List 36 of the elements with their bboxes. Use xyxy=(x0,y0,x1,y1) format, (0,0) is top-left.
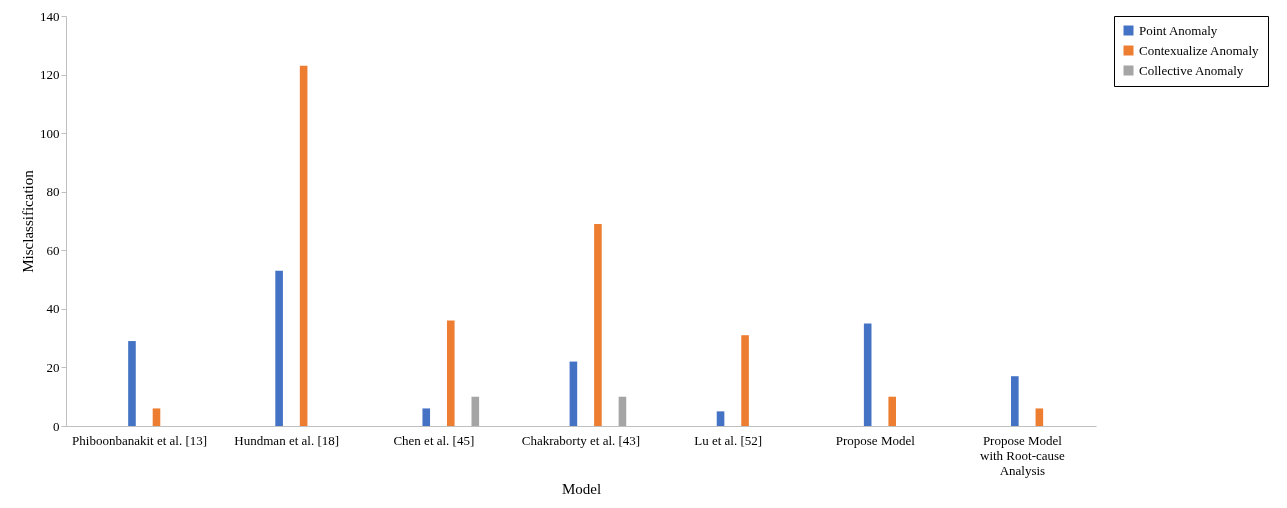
bar xyxy=(275,270,283,426)
legend-label: Contexualize Anomaly xyxy=(1139,42,1259,58)
bar xyxy=(471,396,480,426)
y-tick-label: 40 xyxy=(46,301,60,317)
bar xyxy=(422,408,431,426)
bar xyxy=(569,361,578,426)
x-tick-label: Chakraborty et al. [43] xyxy=(521,432,641,448)
x-tick-label: Lu et al. [52] xyxy=(694,432,763,448)
y-tick-label: 100 xyxy=(40,125,60,141)
y-tick-label: 0 xyxy=(53,418,60,434)
bar xyxy=(446,320,455,426)
bar xyxy=(863,323,872,426)
bar xyxy=(1011,376,1019,426)
x-tick-label: Hundman et al. [18] xyxy=(234,432,340,448)
x-tick-label: Propose Model with Root-cause Analysis xyxy=(980,432,1066,478)
bar xyxy=(618,396,627,426)
y-tick-label: 140 xyxy=(40,8,60,24)
bar xyxy=(128,341,136,426)
bar xyxy=(594,223,602,426)
bar xyxy=(888,396,897,426)
x-tick-label: Propose Model xyxy=(835,432,916,448)
y-tick-label: 120 xyxy=(40,67,60,83)
y-tick-label: 80 xyxy=(46,184,60,200)
bar xyxy=(152,408,161,426)
y-tick-label: 60 xyxy=(46,242,60,258)
y-tick-label: 20 xyxy=(46,359,60,375)
bar xyxy=(716,411,725,426)
x-axis-title: Model xyxy=(561,480,602,497)
bar xyxy=(1035,408,1044,426)
bar xyxy=(741,335,749,426)
x-tick-label: Phiboonbanakit et al. [13] xyxy=(72,432,208,448)
x-tick-label: Chen et al. [45] xyxy=(393,432,475,448)
legend-label: Point Anomaly xyxy=(1139,22,1218,38)
legend-label: Collective Anomaly xyxy=(1139,62,1244,78)
y-axis-title: Misclassification xyxy=(20,169,36,273)
bar xyxy=(299,65,308,426)
